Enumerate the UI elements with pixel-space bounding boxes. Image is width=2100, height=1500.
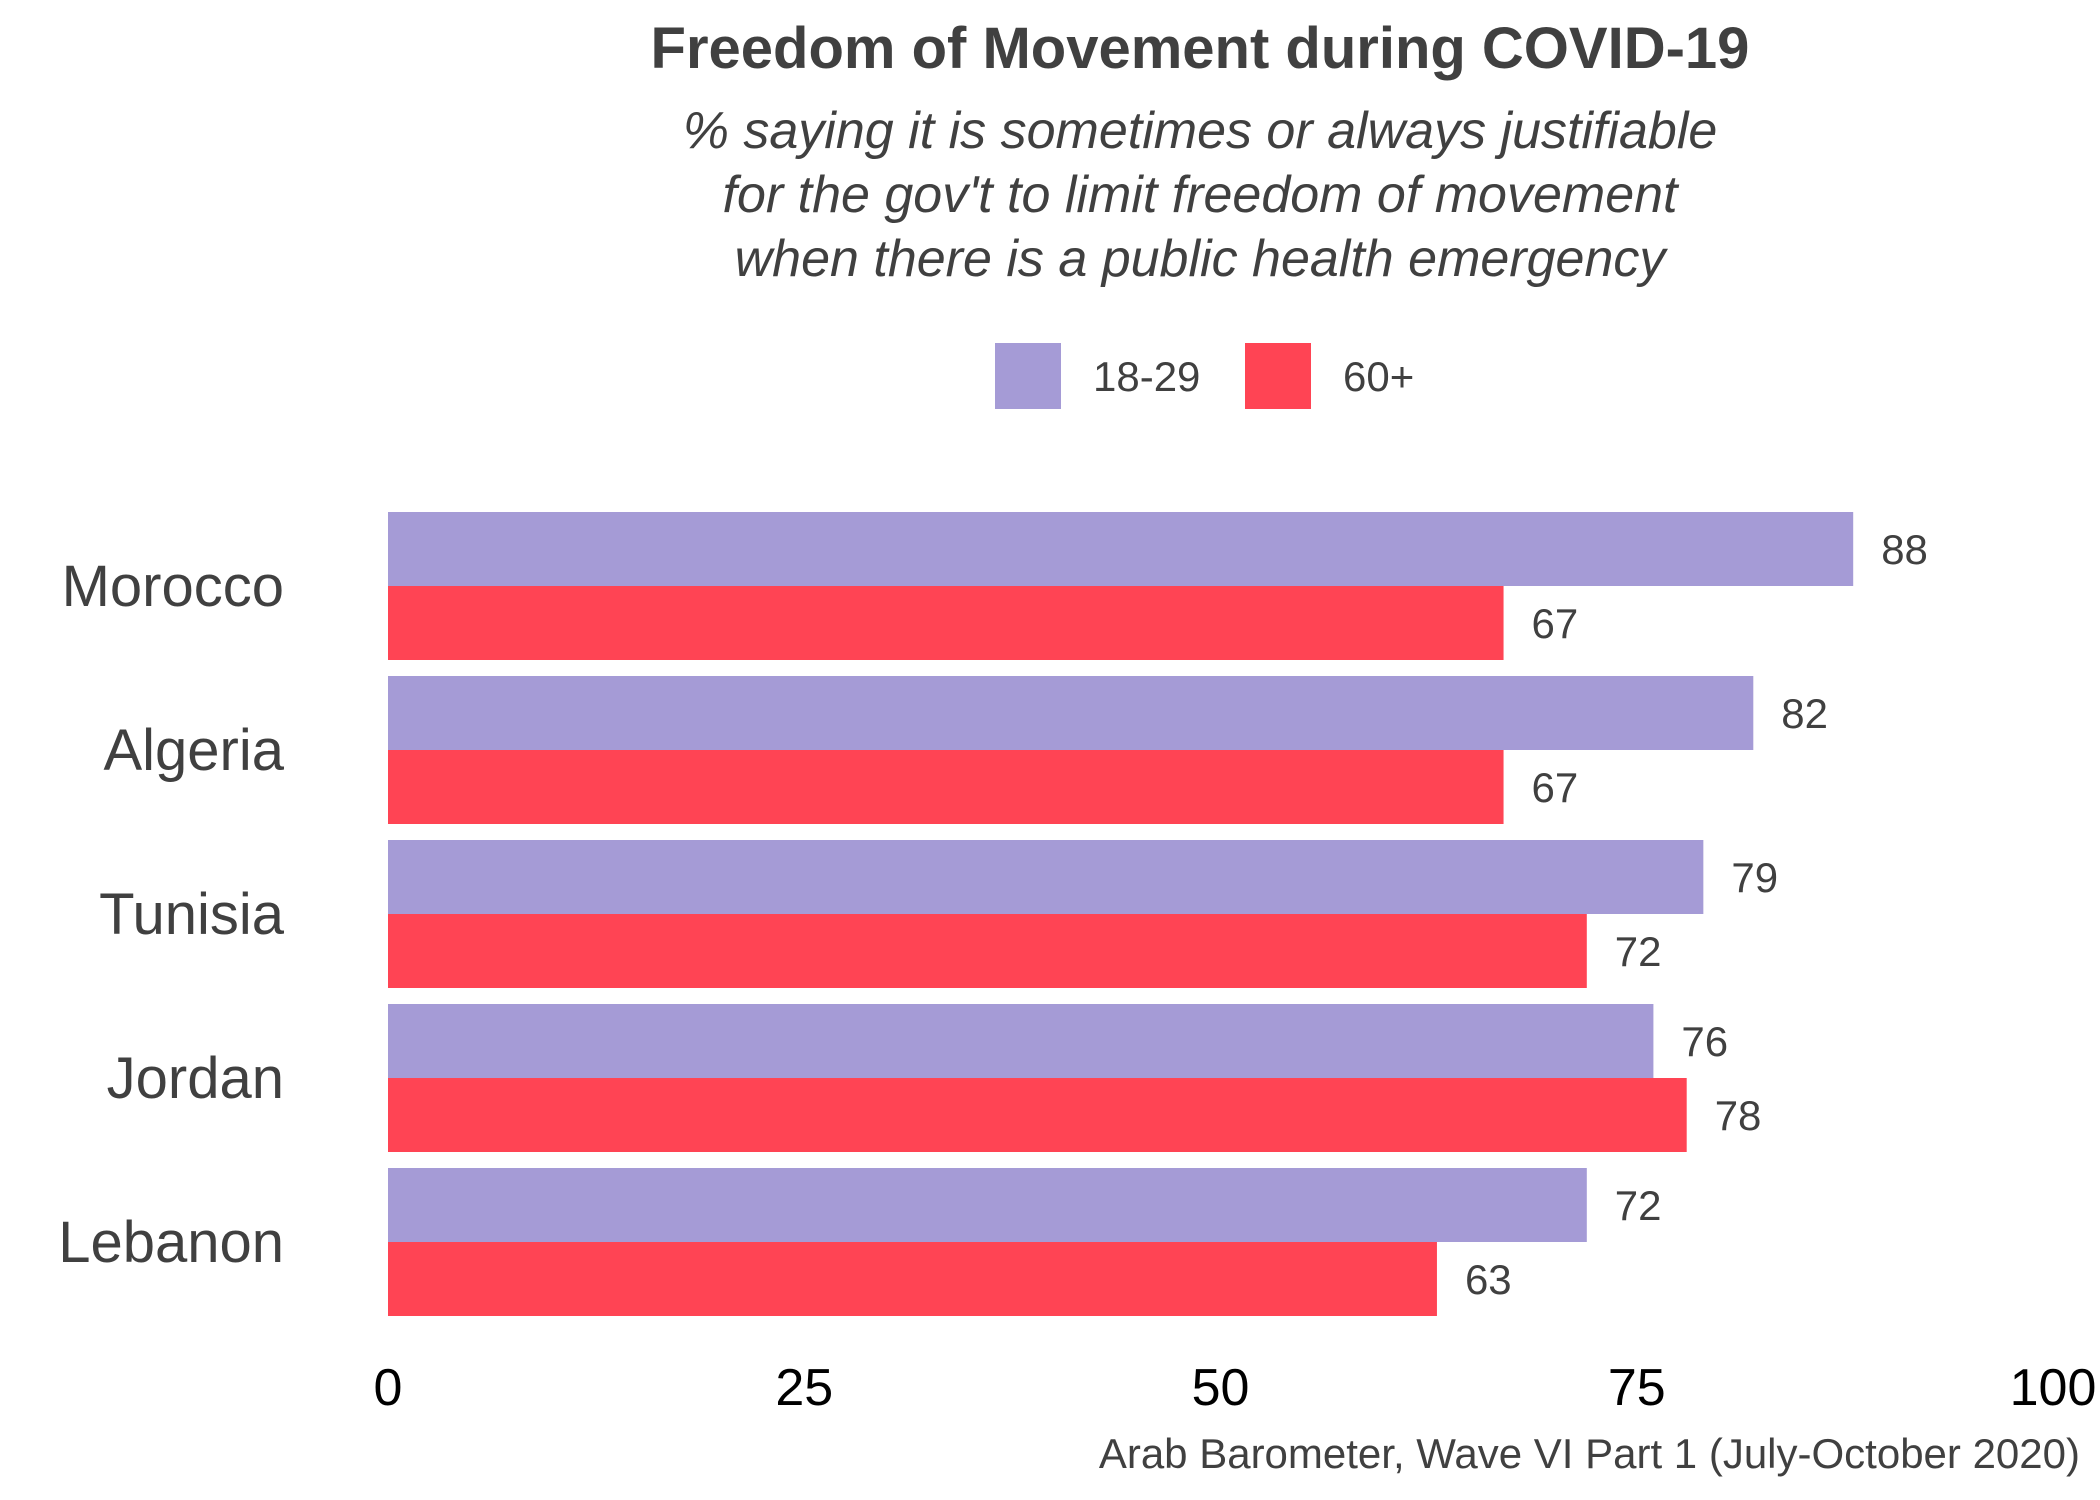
- chart-title: Freedom of Movement during COVID-19: [651, 16, 1750, 81]
- category-label-algeria: Algeria: [103, 718, 284, 783]
- x-tick-label-75: 75: [1608, 1359, 1666, 1417]
- legend: 18-29 60+: [995, 343, 1414, 409]
- category-axis: Morocco Algeria Tunisia Jordan Lebanon: [58, 554, 285, 1275]
- chart-subtitle-line-3: when there is a public health emergency: [735, 230, 1669, 288]
- category-label-jordan: Jordan: [107, 1046, 284, 1111]
- bar-algeria-60+: [388, 750, 1504, 824]
- x-tick-label-100: 100: [2010, 1359, 2097, 1417]
- bar-algeria-18-29: [388, 676, 1754, 750]
- value-label-lebanon-18-29: 72: [1615, 1182, 1662, 1229]
- value-label-jordan-18-29: 76: [1681, 1018, 1728, 1065]
- chart-caption: Arab Barometer, Wave VI Part 1 (July-Oct…: [1099, 1430, 2080, 1477]
- x-tick-label-0: 0: [374, 1359, 403, 1417]
- legend-label-18-29: 18-29: [1093, 353, 1200, 400]
- value-label-algeria-18-29: 82: [1781, 690, 1828, 737]
- chart-subtitle-line-1: % saying it is sometimes or always justi…: [683, 102, 1718, 160]
- x-tick-label-25: 25: [775, 1359, 833, 1417]
- category-label-lebanon: Lebanon: [58, 1210, 284, 1275]
- value-labels: 88 82 79 76 72 67 67 72 78 63: [1465, 526, 1928, 1303]
- bar-lebanon-60+: [388, 1242, 1437, 1316]
- bar-jordan-60+: [388, 1078, 1687, 1152]
- x-tick-label-50: 50: [1192, 1359, 1250, 1417]
- legend-label-60+: 60+: [1343, 353, 1414, 400]
- value-label-jordan-60+: 78: [1715, 1092, 1762, 1139]
- bar-tunisia-18-29: [388, 840, 1704, 914]
- bar-morocco-18-29: [388, 512, 1854, 586]
- bar-tunisia-60+: [388, 914, 1587, 988]
- chart-subtitle-line-2: for the gov't to limit freedom of moveme…: [723, 166, 1681, 224]
- category-label-tunisia: Tunisia: [99, 882, 285, 947]
- bars: [388, 512, 1854, 1316]
- bar-morocco-60+: [388, 586, 1504, 660]
- value-label-algeria-60+: 67: [1532, 764, 1579, 811]
- value-label-tunisia-18-29: 79: [1731, 854, 1778, 901]
- category-label-morocco: Morocco: [62, 554, 284, 619]
- value-label-tunisia-60+: 72: [1615, 928, 1662, 975]
- value-label-lebanon-60+: 63: [1465, 1256, 1512, 1303]
- legend-swatch-60+: [1245, 343, 1311, 409]
- bar-lebanon-18-29: [388, 1168, 1587, 1242]
- bar-jordan-18-29: [388, 1004, 1654, 1078]
- value-label-morocco-18-29: 88: [1881, 526, 1928, 573]
- value-label-morocco-60+: 67: [1532, 600, 1579, 647]
- legend-swatch-18-29: [995, 343, 1061, 409]
- x-axis: 0 25 50 75 100: [374, 1359, 2097, 1417]
